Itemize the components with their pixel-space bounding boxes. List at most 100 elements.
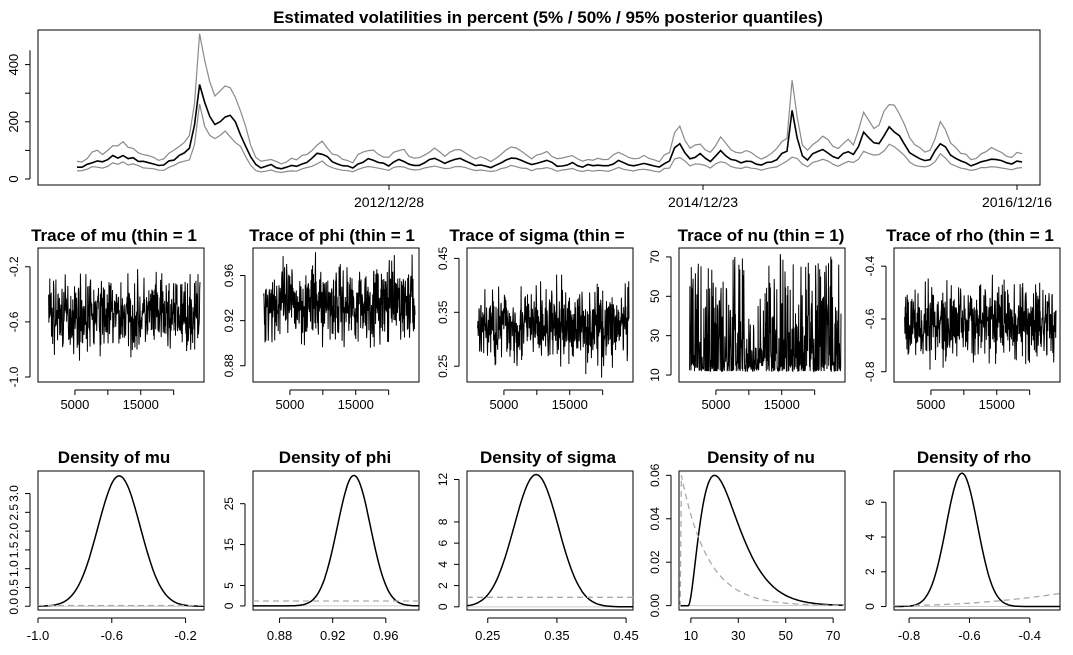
volatility-line-50pct <box>77 84 1023 170</box>
density-y-tick-label: 0 <box>436 603 450 610</box>
trace-y-tick-label: 0.88 <box>222 354 236 378</box>
density-y-tick-label: 0.04 <box>648 507 662 531</box>
density-y-tick-label: 0.0 <box>7 598 21 615</box>
y-tick-label: 0 <box>6 175 21 182</box>
trace-x-tick-label: 5000 <box>60 397 89 412</box>
density-x-tick-label: -0.8 <box>898 628 920 643</box>
trace-x-tick-label: 5000 <box>275 397 304 412</box>
trace-line-sigma <box>477 274 630 378</box>
density-y-tick-label: 6 <box>863 499 877 506</box>
y-tick-label: 400 <box>6 54 21 76</box>
trace-y-tick-label: -0.6 <box>863 308 877 329</box>
trace-x-tick-label: 15000 <box>552 397 588 412</box>
trace-x-tick-label: 5000 <box>916 397 945 412</box>
density-frame-sigma <box>466 470 634 611</box>
density-frame-mu <box>37 470 205 611</box>
density-title-sigma: Density of sigma <box>480 448 617 467</box>
density-y-tick-label: 1.0 <box>7 560 21 577</box>
density-y-tick-label: 3.0 <box>7 485 21 502</box>
density-y-tick-label: 2.0 <box>7 522 21 539</box>
trace-frame-sigma <box>466 247 634 383</box>
density-y-tick-label: 2 <box>436 582 450 589</box>
density-x-tick-label: -0.6 <box>958 628 980 643</box>
density-y-tick-label: 5 <box>222 582 236 589</box>
trace-line-phi <box>263 252 416 348</box>
trace-frame-nu <box>678 247 846 383</box>
trace-frame-rho <box>893 247 1061 383</box>
density-prior-curve-rho <box>894 592 1061 607</box>
trace-y-tick-label: 70 <box>648 250 662 264</box>
trace-y-tick-label: -0.4 <box>863 256 877 277</box>
density-x-tick-label: 0.92 <box>320 628 345 643</box>
density-y-tick-label: 4 <box>436 561 450 568</box>
density-prior-curve-nu <box>679 475 845 607</box>
trace-x-tick-label: 5000 <box>489 397 518 412</box>
trace-line-rho <box>904 274 1057 370</box>
x-tick-label: 2012/12/28 <box>354 194 424 210</box>
trace-x-tick-label: 15000 <box>979 397 1015 412</box>
trace-x-tick-label: 15000 <box>764 397 800 412</box>
trace-y-tick-label: -1.0 <box>7 366 21 387</box>
trace-y-tick-label: 0.96 <box>222 264 236 288</box>
density-x-tick-label: 0.88 <box>267 628 292 643</box>
trace-x-tick-label: 15000 <box>338 397 374 412</box>
density-y-tick-label: 0.02 <box>648 550 662 574</box>
density-y-tick-label: 4 <box>863 533 877 540</box>
density-y-tick-label: 12 <box>436 472 450 486</box>
density-x-tick-label: 0.35 <box>544 628 569 643</box>
density-frame-phi <box>252 470 420 611</box>
x-tick-label: 2016/12/16 <box>982 194 1052 210</box>
density-y-tick-label: 0.06 <box>648 463 662 487</box>
density-posterior-curve-sigma <box>466 473 633 608</box>
trace-title-nu: Trace of nu (thin = 1) <box>678 226 845 245</box>
density-frame-rho <box>893 470 1061 611</box>
trace-y-tick-label: 0.45 <box>436 246 450 270</box>
density-posterior-curve-mu <box>37 475 204 607</box>
density-x-tick-label: 70 <box>826 628 840 643</box>
density-y-tick-label: 8 <box>436 518 450 525</box>
density-title-nu: Density of nu <box>707 448 815 467</box>
trace-frame-phi <box>252 247 420 383</box>
density-title-mu: Density of mu <box>58 448 170 467</box>
density-x-tick-label: -0.4 <box>1019 628 1041 643</box>
trace-y-tick-label: -0.8 <box>863 361 877 382</box>
density-y-tick-label: 2.5 <box>7 504 21 521</box>
volatility-line-95pct <box>76 33 1023 165</box>
density-y-tick-label: 25 <box>222 497 236 511</box>
density-x-tick-label: 50 <box>778 628 792 643</box>
trace-y-tick-label: -0.6 <box>7 311 21 332</box>
density-title-rho: Density of rho <box>917 448 1031 467</box>
density-y-tick-label: 6 <box>436 539 450 546</box>
volatility-line-5pct <box>76 103 1023 174</box>
trace-title-phi: Trace of phi (thin = 1 <box>249 226 415 245</box>
trace-title-mu: Trace of mu (thin = 1 <box>31 226 197 245</box>
density-y-tick-label: 15 <box>222 538 236 552</box>
density-title-phi: Density of phi <box>279 448 391 467</box>
density-posterior-curve-rho <box>894 472 1060 608</box>
density-x-tick-label: 0.96 <box>373 628 398 643</box>
density-y-tick-label: 0 <box>222 602 236 609</box>
trace-x-tick-label: 15000 <box>123 397 159 412</box>
trace-title-sigma: Trace of sigma (thin = <box>449 226 624 245</box>
chart-title-volatility: Estimated volatilities in percent (5% / … <box>273 8 823 27</box>
trace-y-tick-label: -0.2 <box>7 256 21 277</box>
density-y-tick-label: 2 <box>863 568 877 575</box>
density-frame-nu <box>678 470 846 611</box>
trace-y-tick-label: 0.92 <box>222 309 236 333</box>
trace-x-tick-label: 5000 <box>701 397 730 412</box>
density-x-tick-label: 0.25 <box>475 628 500 643</box>
density-y-tick-label: 0.5 <box>7 579 21 596</box>
trace-line-nu <box>689 254 842 373</box>
density-y-tick-label: 0 <box>863 603 877 610</box>
trace-frame-mu <box>37 247 205 383</box>
trace-line-mu <box>48 269 201 361</box>
plot-frame-volatility <box>37 29 1041 186</box>
density-posterior-curve-nu <box>679 474 846 607</box>
density-x-tick-label: -0.6 <box>101 628 123 643</box>
x-tick-label: 2014/12/23 <box>668 194 738 210</box>
trace-y-tick-label: 30 <box>648 329 662 343</box>
density-y-tick-label: 0.00 <box>648 594 662 618</box>
density-x-tick-label: 30 <box>731 628 745 643</box>
density-x-tick-label: 10 <box>684 628 698 643</box>
